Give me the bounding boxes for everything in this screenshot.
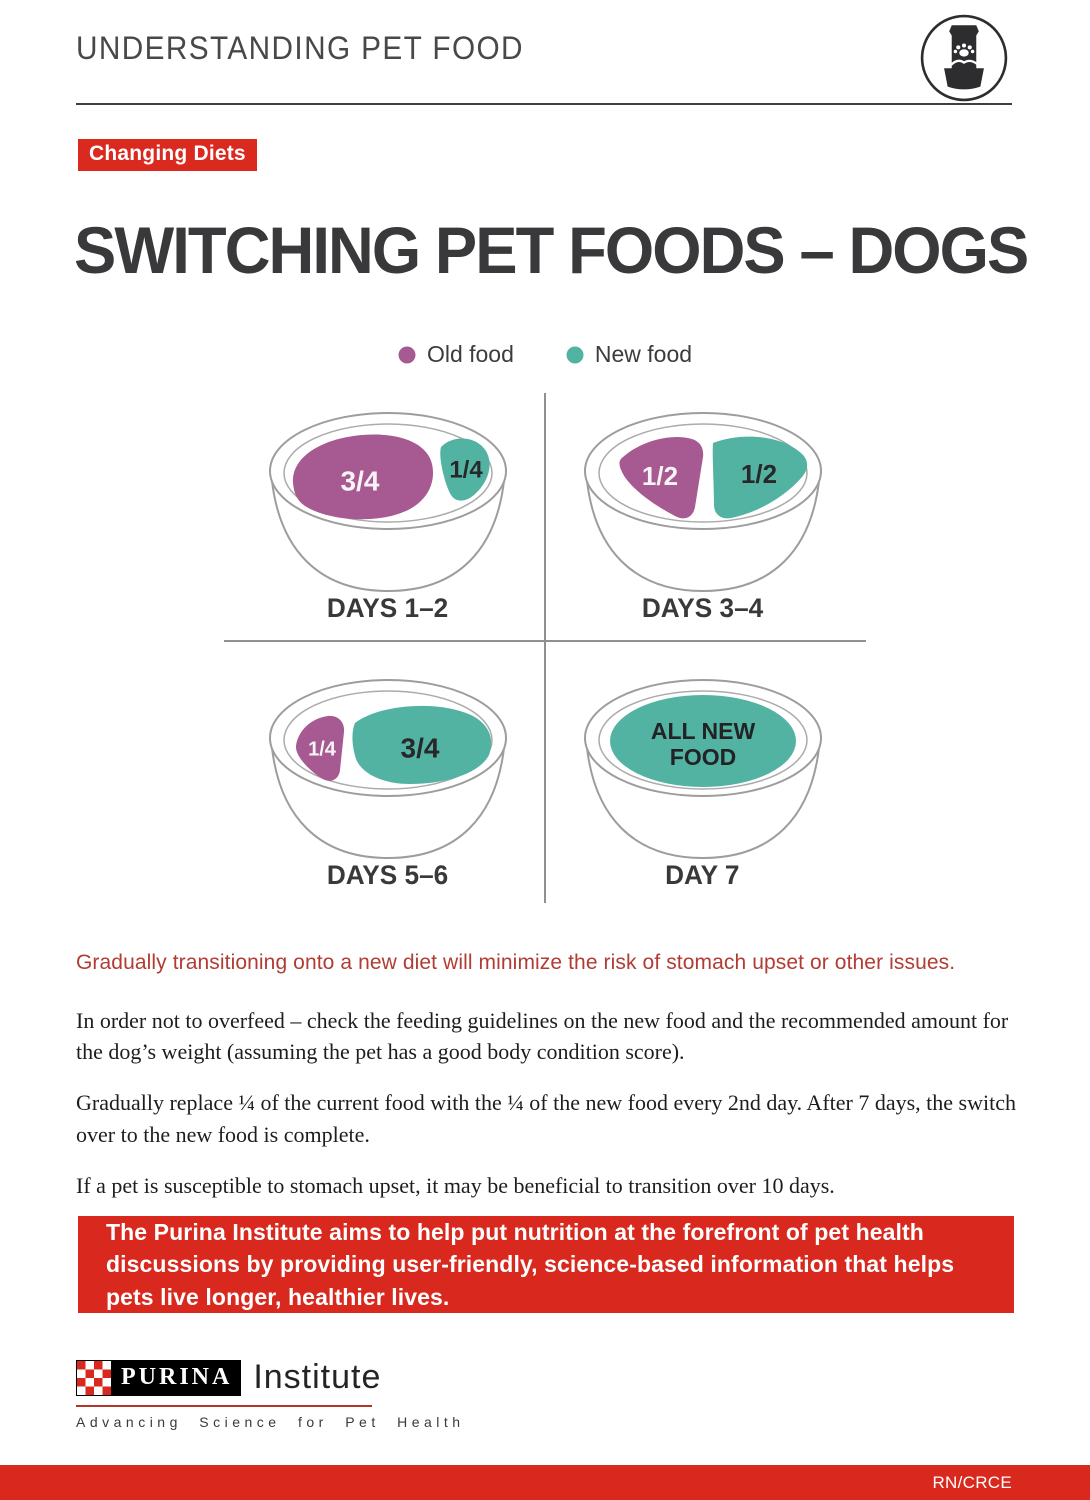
purina-checkerboard-icon [76, 1359, 112, 1396]
bowl-days-3-4: 1/2 1/2 DAYS 3–4 [545, 393, 860, 648]
transition-diagram: 3/4 1/4 DAYS 1–2 1/2 1/2 DAYS 3–4 [224, 393, 866, 908]
purina-institute-banner: The Purina Institute aims to help put nu… [78, 1216, 1014, 1313]
all-new-food-text-line2: FOOD [669, 744, 735, 770]
purina-wordmark: PURINA [112, 1359, 242, 1396]
paragraph-overfeed: In order not to overfeed – check the fee… [76, 1008, 1009, 1065]
page-title: SWITCHING PET FOODS – DOGS [74, 213, 1029, 287]
banner-text: The Purina Institute aims to help put nu… [106, 1219, 955, 1310]
legend-item-new-food: New food [566, 341, 692, 368]
paragraph-stomach-upset: If a pet is susceptible to stomach upset… [76, 1172, 835, 1198]
bowl-label-days-3-4: DAYS 3–4 [641, 593, 764, 623]
pet-food-bag-bowl-icon [918, 12, 1010, 109]
bowl-illustration-days-1-2: 3/4 1/4 [268, 412, 507, 593]
legend-item-old-food: Old food [398, 341, 514, 368]
paragraph-gradual-replace: Gradually replace ¼ of the current food … [76, 1090, 1016, 1147]
bowl-illustration-days-3-4: 1/2 1/2 [583, 412, 822, 593]
header-divider [76, 103, 1012, 105]
all-new-food-text-line1: ALL NEW [650, 718, 755, 744]
legend-label-new-food: New food [594, 341, 693, 367]
section-badge: Changing Diets [78, 139, 257, 171]
horizontal-divider [224, 640, 866, 642]
logo-divider [76, 1405, 372, 1407]
footer-code: RN/CRCE [932, 1472, 1012, 1492]
new-food-fraction: 1/4 [449, 456, 483, 483]
bowl-days-1-2: 3/4 1/4 DAYS 1–2 [230, 393, 545, 648]
callout-text: Gradually transitioning onto a new diet … [76, 951, 956, 974]
bowl-day-7: ALL NEW FOOD DAY 7 [545, 648, 860, 908]
bowl-label-day-7: DAY 7 [665, 860, 740, 890]
bowl-days-5-6: 1/4 3/4 DAYS 5–6 [230, 648, 545, 908]
vertical-divider [544, 393, 546, 903]
new-food-dot-icon [566, 346, 584, 363]
old-food-dot-icon [398, 346, 416, 363]
page-header-title: UNDERSTANDING PET FOOD [76, 30, 524, 66]
old-food-fraction: 1/4 [308, 738, 337, 760]
bowl-label-days-1-2: DAYS 1–2 [326, 593, 449, 623]
old-food-fraction: 1/2 [641, 461, 677, 491]
new-food-fraction: 1/2 [740, 459, 776, 489]
institute-wordmark: Institute [253, 1358, 382, 1396]
body-text: In order not to overfeed – check the fee… [76, 1005, 1026, 1221]
bowl-illustration-day-7: ALL NEW FOOD [583, 679, 822, 860]
new-food-fraction: 3/4 [400, 732, 439, 763]
legend-label-old-food: Old food [426, 341, 514, 367]
purina-institute-logo: PURINA Institute Advancing Science for P… [76, 1358, 465, 1430]
footer-bar: RN/CRCE [0, 1465, 1090, 1500]
bowl-label-days-5-6: DAYS 5–6 [326, 860, 449, 890]
old-food-fraction: 3/4 [340, 465, 379, 496]
bowl-illustration-days-5-6: 1/4 3/4 [268, 679, 507, 860]
legend: Old food New food [0, 341, 1090, 368]
logo-tagline: Advancing Science for Pet Health [76, 1414, 465, 1430]
